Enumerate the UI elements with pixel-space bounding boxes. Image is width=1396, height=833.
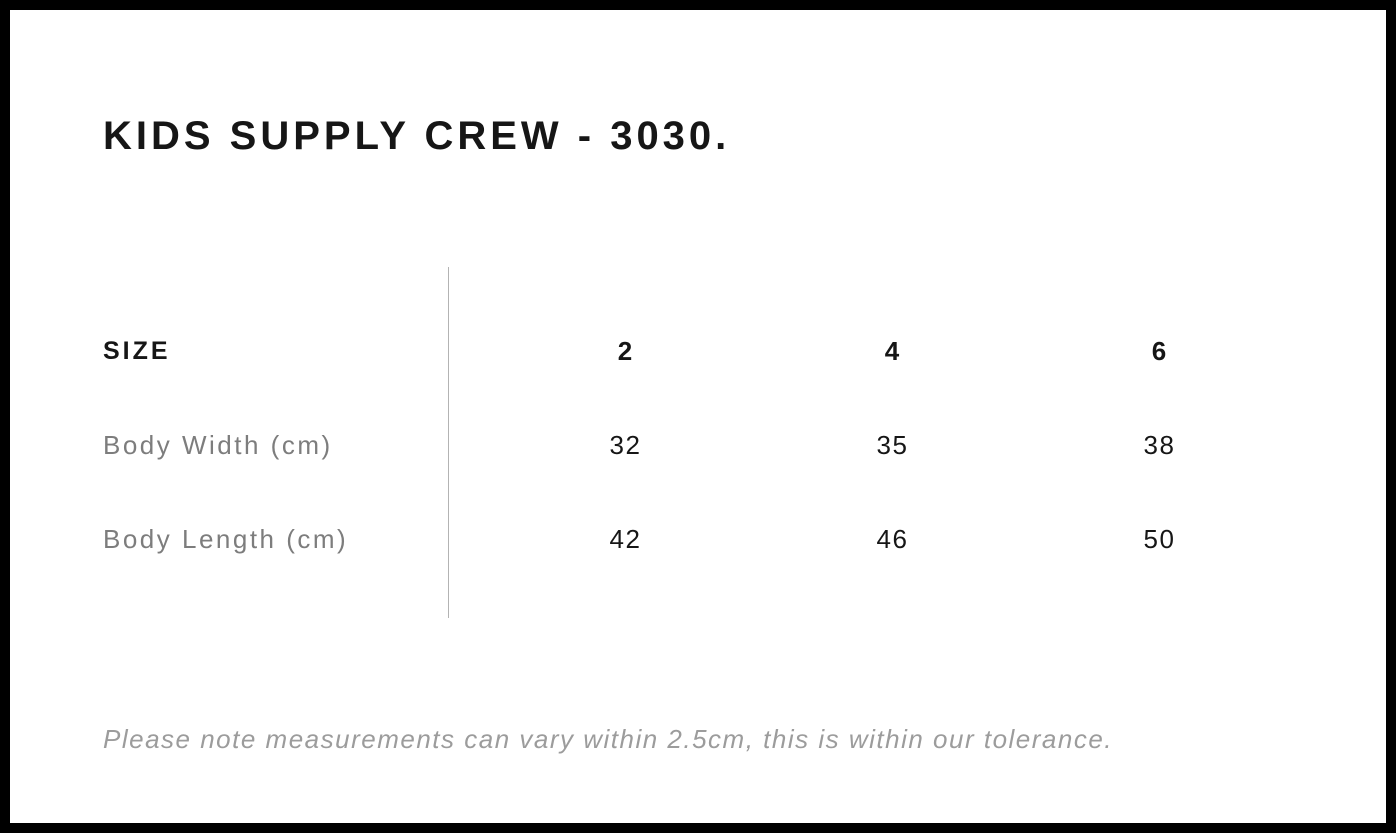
page-title: KIDS SUPPLY CREW - 3030. xyxy=(103,114,731,158)
body-width-size-6: 38 xyxy=(1143,429,1176,460)
size-table: SIZE 2 4 6 Body Width (cm) 32 35 38 Body… xyxy=(103,304,1293,586)
body-length-size-2: 42 xyxy=(609,523,642,554)
size-column-header-2: 2 xyxy=(617,335,634,366)
vertical-divider xyxy=(448,267,449,618)
size-chart: SIZE 2 4 6 Body Width (cm) 32 35 38 Body… xyxy=(103,267,1293,618)
body-width-size-4: 35 xyxy=(876,429,909,460)
tolerance-note: Please note measurements can vary within… xyxy=(103,724,1114,754)
body-width-size-2: 32 xyxy=(609,429,642,460)
body-length-size-6: 50 xyxy=(1143,523,1176,554)
size-column-header-6: 6 xyxy=(1151,335,1168,366)
body-length-size-4: 46 xyxy=(876,523,909,554)
size-column-header-4: 4 xyxy=(884,335,901,366)
size-header-label: SIZE xyxy=(103,336,171,365)
body-length-label: Body Length (cm) xyxy=(103,523,349,554)
body-width-label: Body Width (cm) xyxy=(103,429,333,460)
